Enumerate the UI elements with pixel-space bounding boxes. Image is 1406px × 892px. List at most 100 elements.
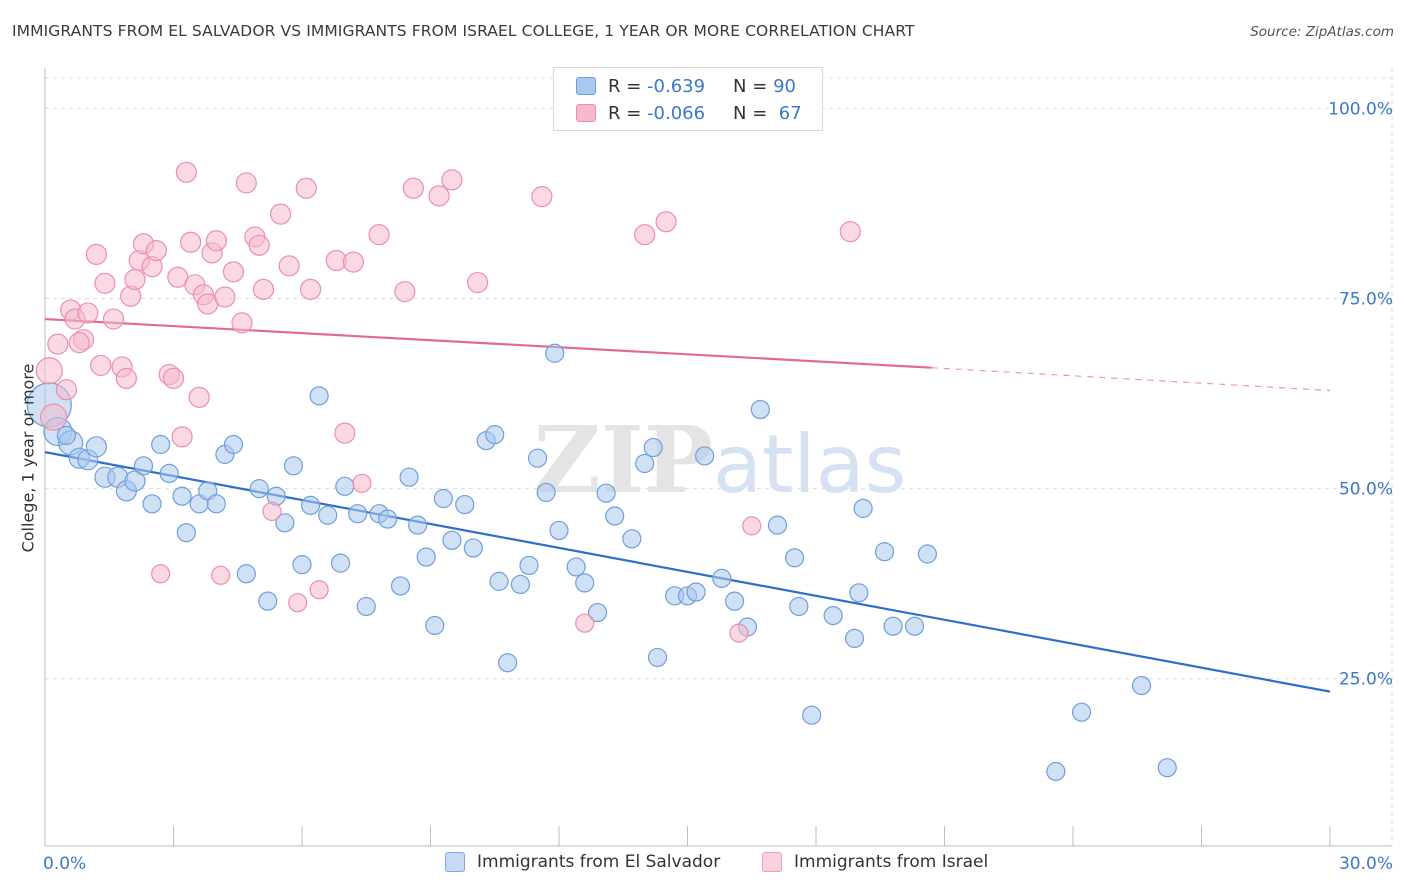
point-israel <box>35 357 63 385</box>
legend-r-value: -0.066 <box>647 102 706 124</box>
point-el-salvador <box>176 523 196 543</box>
point-israel <box>151 564 171 584</box>
point-el-salvador <box>159 463 179 484</box>
point-el-salvador <box>249 479 269 499</box>
point-israel <box>39 403 68 431</box>
point-israel <box>309 580 329 600</box>
watermark: ZIPatlas <box>534 406 907 514</box>
trend-line-israel <box>44 317 932 369</box>
point-el-salvador <box>348 504 368 524</box>
legend-n-label: N = <box>733 102 768 124</box>
point-el-salvador <box>587 602 608 623</box>
point-el-salvador <box>750 399 770 420</box>
legend-item-israel: Immigrants from Israel <box>762 852 988 872</box>
point-el-salvador <box>1131 675 1152 696</box>
point-israel <box>729 623 749 643</box>
point-el-salvador <box>536 482 556 503</box>
point-el-salvador <box>917 544 937 564</box>
point-el-salvador <box>378 509 398 529</box>
point-el-salvador <box>356 596 376 617</box>
point-israel <box>531 186 553 208</box>
point-israel <box>467 271 489 294</box>
y-tick-label: 100.0% <box>1328 99 1393 119</box>
point-el-salvador <box>133 456 154 476</box>
point-el-salvador <box>575 573 595 593</box>
point-el-salvador <box>622 529 642 549</box>
point-israel <box>145 240 167 262</box>
point-israel <box>742 516 762 536</box>
x-tick-label: 30.0% <box>1339 854 1393 874</box>
point-israel <box>402 177 424 199</box>
point-el-salvador <box>206 494 226 514</box>
point-israel <box>299 278 322 300</box>
point-el-salvador <box>489 571 509 591</box>
point-el-salvador <box>904 616 925 636</box>
point-israel <box>342 251 364 273</box>
point-israel <box>115 367 137 389</box>
point-el-salvador <box>545 343 565 363</box>
legend-swatch-pink <box>576 104 596 122</box>
point-el-salvador <box>647 647 668 668</box>
stats-legend: R = -0.639 N = 90 R = -0.066 N = 67 <box>553 67 823 131</box>
point-el-salvador <box>767 515 788 535</box>
point-el-salvador <box>56 425 77 445</box>
point-el-salvador <box>566 557 586 577</box>
point-el-salvador <box>789 596 809 617</box>
point-el-salvador <box>223 434 244 455</box>
point-el-salvador <box>596 483 616 503</box>
point-israel <box>269 203 292 225</box>
y-tick-label: 25.0% <box>1339 670 1393 690</box>
point-el-salvador <box>236 564 256 584</box>
point-el-salvador <box>258 591 278 611</box>
point-israel <box>235 172 257 194</box>
point-el-salvador <box>784 548 805 568</box>
point-el-salvador <box>510 574 531 595</box>
x-tick-label: 0.0% <box>43 854 86 874</box>
legend-n-value: 67 <box>778 102 802 124</box>
point-israel <box>575 613 595 633</box>
point-el-salvador <box>695 446 715 466</box>
point-el-salvador <box>292 555 312 575</box>
point-el-salvador <box>309 386 329 406</box>
legend-label-el-salvador: Immigrants from El Salvador <box>477 852 721 872</box>
point-el-salvador <box>416 547 436 567</box>
legend-item-el-salvador: Immigrants from El Salvador <box>445 852 720 872</box>
point-israel <box>334 422 356 444</box>
point-israel <box>634 224 656 246</box>
point-israel <box>222 261 245 283</box>
point-el-salvador <box>802 705 822 725</box>
legend-swatch-blue <box>445 852 465 872</box>
point-israel <box>85 243 108 266</box>
legend-row-el-salvador: R = -0.639 N = 90 <box>576 74 796 98</box>
point-el-salvador <box>853 498 873 518</box>
point-el-salvador <box>844 628 865 649</box>
point-el-salvador <box>1071 702 1092 722</box>
point-israel <box>252 278 275 300</box>
point-israel <box>839 221 861 243</box>
point-israel <box>288 593 308 613</box>
point-el-salvador <box>1046 761 1066 782</box>
series-israel <box>35 161 861 643</box>
point-el-salvador <box>425 615 445 636</box>
point-el-salvador <box>874 542 895 562</box>
y-tick-label: 50.0% <box>1339 480 1393 500</box>
point-el-salvador <box>485 425 505 445</box>
legend-swatch-pink <box>762 852 782 872</box>
point-israel <box>90 354 112 377</box>
legend-swatch-blue <box>576 77 596 95</box>
point-israel <box>368 224 390 246</box>
point-israel <box>94 272 116 294</box>
point-el-salvador <box>433 488 453 509</box>
legend-label-israel: Immigrants from Israel <box>794 852 989 872</box>
point-el-salvador <box>124 470 146 492</box>
point-israel <box>68 332 90 354</box>
point-israel <box>211 565 231 585</box>
point-el-salvador <box>390 576 411 596</box>
point-el-salvador <box>686 582 706 602</box>
legend-r-label: R = <box>608 75 642 97</box>
point-el-salvador <box>519 555 539 576</box>
point-el-salvador <box>335 476 355 496</box>
point-el-salvador <box>275 513 295 533</box>
y-axis-label: College, 1 year or more <box>18 363 38 553</box>
point-israel <box>441 169 463 191</box>
